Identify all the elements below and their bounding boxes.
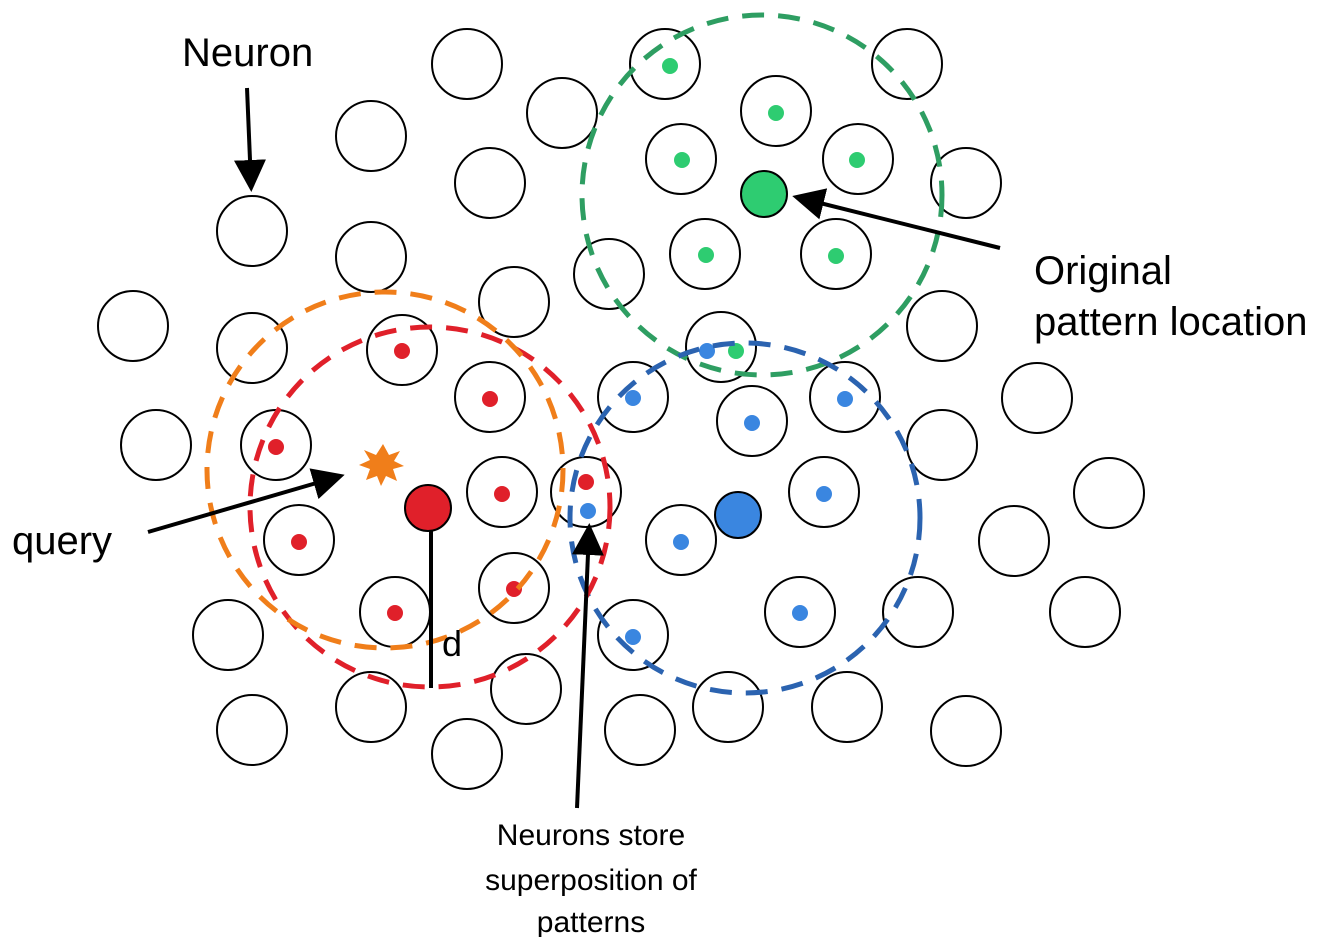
- neuron: [882, 576, 954, 648]
- original-location-label-line2: pattern location: [1034, 300, 1308, 344]
- neuron: [526, 77, 598, 149]
- red-pattern-dot: [387, 605, 403, 621]
- green-pattern-dot: [698, 247, 714, 263]
- neuron: [454, 147, 526, 219]
- neuron: [692, 671, 764, 743]
- neuron: [478, 266, 550, 338]
- blue-pattern-dot: [792, 605, 808, 621]
- red-pattern-radius: [247, 324, 613, 690]
- red-pattern-dot: [394, 343, 410, 359]
- blue-pattern-dot: [816, 486, 832, 502]
- query-arrow-icon: [147, 468, 345, 534]
- neuron: [604, 694, 676, 766]
- neuron: [906, 290, 978, 362]
- neuron-label: Neuron: [182, 31, 313, 75]
- red-pattern-dot: [494, 486, 510, 502]
- blue-pattern-dot: [744, 415, 760, 431]
- green-pattern-dot: [768, 105, 784, 121]
- green-pattern-dot: [662, 58, 678, 74]
- neuron: [930, 695, 1002, 767]
- neuron: [978, 505, 1050, 577]
- blue-pattern-dot: [837, 391, 853, 407]
- blue-pattern-location: [714, 491, 762, 539]
- green-pattern-radius: [579, 12, 945, 378]
- neuron: [431, 718, 503, 790]
- neuron: [431, 28, 503, 100]
- query-label: query: [12, 519, 112, 563]
- green-pattern-dot: [849, 152, 865, 168]
- green-pattern-dot: [828, 248, 844, 264]
- neuron: [120, 409, 192, 481]
- neuron: [1073, 457, 1145, 529]
- original-location-label-line1: Original: [1034, 249, 1172, 293]
- blue-pattern-dot: [625, 629, 641, 645]
- neuron-grid: [97, 28, 1145, 790]
- neuron: [192, 599, 264, 671]
- neuron: [335, 100, 407, 172]
- red-pattern-neurons: [240, 314, 550, 648]
- neuron: [335, 221, 407, 293]
- neuron: [871, 28, 943, 100]
- neuron: [811, 671, 883, 743]
- original-location-arrow-icon: [792, 188, 1001, 250]
- blue-pattern-radius: [567, 340, 923, 696]
- blue-pattern-dot: [580, 503, 596, 519]
- query-star-icon: [359, 444, 404, 486]
- red-pattern-dot: [291, 534, 307, 550]
- red-pattern-dot: [578, 474, 594, 490]
- superposition-arrow-icon: [571, 523, 604, 809]
- neuron: [97, 290, 169, 362]
- green-pattern-location: [740, 170, 788, 218]
- green-pattern-dot: [674, 152, 690, 168]
- green-pattern-dot: [728, 343, 744, 359]
- caption-line3: patterns: [537, 906, 645, 937]
- blue-pattern-dot: [625, 390, 641, 406]
- neuron: [930, 147, 1002, 219]
- neuron: [1049, 576, 1121, 648]
- neuron: [335, 671, 407, 743]
- green-pattern-neurons: [629, 28, 894, 290]
- neuron: [490, 653, 562, 725]
- caption-line1: Neurons store: [497, 819, 685, 852]
- blue-pattern-dot: [673, 534, 689, 550]
- red-pattern-location: [404, 484, 452, 532]
- blue-pattern-neurons: [597, 361, 881, 671]
- neuron: [573, 238, 645, 310]
- neuron-arrow-icon: [234, 87, 266, 192]
- blue-pattern-dot: [699, 343, 715, 359]
- neuron: [216, 195, 288, 267]
- red-pattern-dot: [482, 391, 498, 407]
- neuron: [216, 694, 288, 766]
- caption-line2: superposition of: [485, 864, 697, 897]
- query-radius: [204, 289, 566, 651]
- red-pattern-dot: [268, 439, 284, 455]
- neuron: [1001, 362, 1073, 434]
- neuron: [906, 409, 978, 481]
- distance-label: d: [442, 623, 462, 664]
